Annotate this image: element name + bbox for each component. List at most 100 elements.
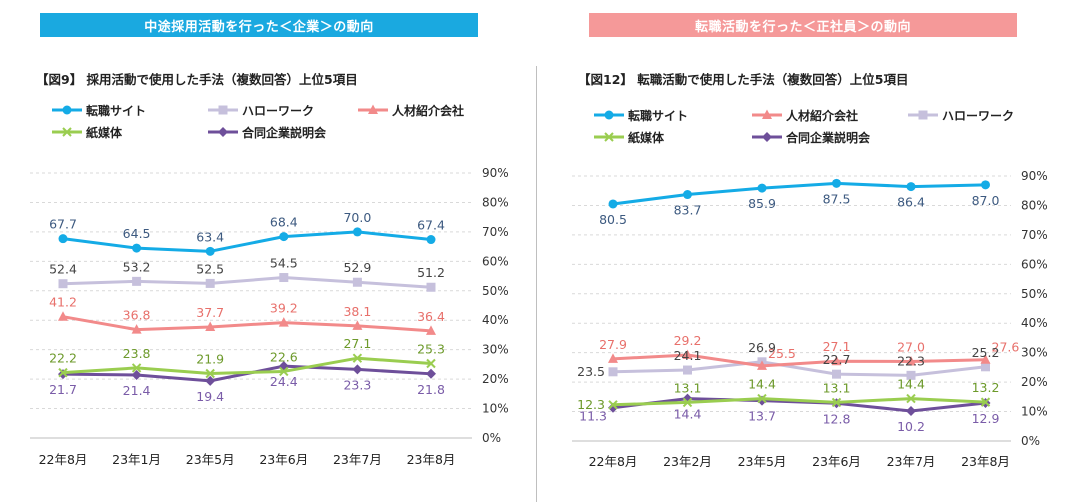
data-label: 12.8 bbox=[823, 411, 851, 426]
data-label: 21.8 bbox=[417, 382, 445, 397]
data-point bbox=[906, 182, 916, 192]
y-tick-label: 70% bbox=[1021, 228, 1048, 242]
data-point bbox=[58, 279, 68, 289]
series-line bbox=[62, 230, 432, 253]
data-label: 21.9 bbox=[196, 352, 224, 367]
data-label: 10.2 bbox=[897, 419, 925, 434]
series-4 bbox=[608, 393, 991, 416]
data-label: 86.4 bbox=[897, 195, 925, 210]
data-label: 51.2 bbox=[417, 265, 445, 280]
data-point bbox=[426, 368, 436, 379]
data-label: 21.7 bbox=[49, 382, 77, 397]
legend-marker bbox=[368, 104, 378, 114]
data-point bbox=[205, 278, 215, 288]
legend-marker bbox=[62, 105, 72, 115]
data-point bbox=[58, 234, 68, 244]
data-label: 24.4 bbox=[270, 374, 298, 389]
y-tick-label: 10% bbox=[482, 402, 509, 416]
data-label: 36.4 bbox=[417, 309, 445, 324]
data-point bbox=[131, 324, 142, 334]
data-point bbox=[831, 397, 842, 408]
data-point bbox=[131, 369, 142, 380]
legend-label: 転職サイト bbox=[628, 108, 689, 123]
legend-marker bbox=[604, 132, 614, 142]
data-point bbox=[58, 311, 68, 321]
x-tick-label: 23年2月 bbox=[663, 454, 712, 469]
y-tick-label: 80% bbox=[482, 195, 509, 209]
data-point bbox=[981, 362, 990, 372]
y-tick-label: 60% bbox=[482, 254, 509, 268]
x-tick-label: 23年6月 bbox=[259, 452, 308, 467]
data-point bbox=[608, 353, 618, 363]
series-2 bbox=[58, 311, 436, 335]
data-point bbox=[682, 349, 693, 360]
data-label: 27.9 bbox=[599, 337, 627, 352]
x-tick-label: 23年6月 bbox=[812, 454, 861, 469]
data-point bbox=[426, 358, 436, 369]
data-label: 36.8 bbox=[123, 308, 151, 323]
data-point bbox=[906, 370, 916, 380]
data-label: 52.5 bbox=[196, 261, 224, 276]
data-label: 22.7 bbox=[823, 352, 851, 367]
data-label: 13.1 bbox=[674, 380, 702, 395]
data-point bbox=[426, 282, 436, 292]
series-3 bbox=[608, 393, 991, 410]
legend-marker bbox=[762, 132, 772, 142]
chart-title-fig9: 【図9】 採用活動で使用した手法（複数回答）上位5項目 bbox=[36, 72, 358, 87]
data-point bbox=[832, 369, 841, 379]
data-label: 19.4 bbox=[196, 389, 224, 404]
y-tick-label: 0% bbox=[482, 431, 501, 445]
data-point bbox=[352, 277, 362, 287]
x-tick-label: 23年1月 bbox=[112, 452, 161, 467]
data-point bbox=[352, 364, 363, 375]
legend-item: 転職サイト bbox=[52, 102, 146, 118]
y-tick-label: 20% bbox=[1021, 375, 1048, 389]
x-tick-label: 23年7月 bbox=[333, 452, 382, 467]
x-tick-label: 22年8月 bbox=[39, 452, 88, 467]
banner-employees: 転職活動を行った＜正社員＞の動向 bbox=[589, 13, 1017, 37]
data-point bbox=[426, 325, 436, 335]
y-tick-label: 0% bbox=[1021, 434, 1040, 448]
series-line bbox=[612, 360, 986, 377]
legend-swatch bbox=[594, 132, 624, 142]
data-point bbox=[279, 273, 289, 283]
data-label: 23.8 bbox=[123, 346, 151, 361]
data-label: 70.0 bbox=[343, 210, 371, 225]
data-label: 24.1 bbox=[674, 348, 702, 363]
y-tick-label: 40% bbox=[482, 313, 509, 327]
legend-marker bbox=[918, 110, 928, 120]
chart-fig12: 0% 10% 20% 30% 40% 50% 60% 70% 80% 90% 22年8月 23年2月 2… bbox=[572, 169, 1048, 469]
x-tick-label: 23年5月 bbox=[186, 452, 235, 467]
legend-marker bbox=[762, 109, 772, 119]
legend-label: 合同企業説明会 bbox=[786, 130, 871, 145]
data-point bbox=[906, 356, 916, 366]
data-point bbox=[831, 355, 842, 366]
data-label: 14.4 bbox=[897, 377, 925, 392]
legend-label: 人材紹介会社 bbox=[786, 108, 859, 123]
data-label: 22.2 bbox=[49, 351, 77, 366]
legend-swatch bbox=[52, 105, 82, 115]
data-label: 27.1 bbox=[343, 336, 371, 351]
series-3 bbox=[58, 353, 436, 379]
data-point bbox=[682, 397, 693, 408]
data-point bbox=[980, 354, 991, 364]
data-label: 13.1 bbox=[823, 380, 851, 395]
y-tick-label: 50% bbox=[482, 284, 509, 298]
legend-marker bbox=[218, 105, 228, 115]
data-point bbox=[132, 243, 142, 253]
legend-item: 転職サイト bbox=[594, 107, 688, 123]
data-point bbox=[58, 367, 68, 378]
y-tick-label: 50% bbox=[1021, 287, 1048, 301]
data-label: 13.7 bbox=[748, 409, 776, 424]
data-point bbox=[906, 405, 916, 416]
data-label: 39.2 bbox=[270, 301, 298, 316]
data-label: 52.4 bbox=[49, 262, 77, 277]
data-label: 27.1 bbox=[823, 339, 851, 354]
legend-swatch bbox=[752, 109, 782, 119]
legend-label: ハローワーク bbox=[242, 103, 315, 118]
data-point bbox=[279, 232, 289, 242]
data-label: 12.3 bbox=[577, 397, 605, 412]
y-tick-label: 90% bbox=[482, 166, 509, 180]
x-tick-label: 23年8月 bbox=[407, 452, 456, 467]
data-point bbox=[205, 321, 216, 331]
